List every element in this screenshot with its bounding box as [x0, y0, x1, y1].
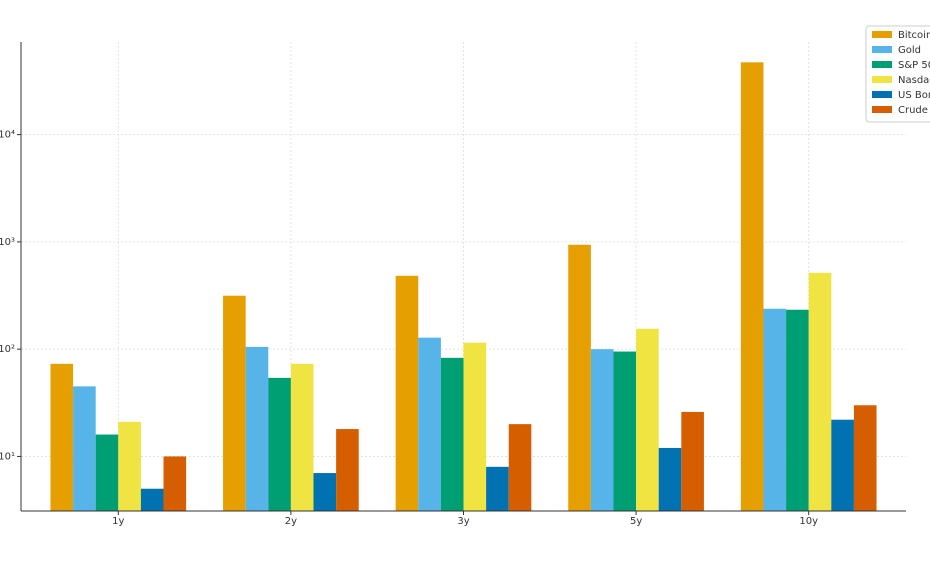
bar: [508, 424, 532, 511]
bar: [808, 272, 832, 511]
bar: [336, 429, 359, 511]
legend-swatch: [872, 76, 892, 83]
y-tick-label: 10³: [0, 237, 15, 248]
x-tick-label: 1y: [112, 516, 124, 527]
legend-label: S&P 500: [898, 60, 930, 71]
legend-label: US Bonds: [898, 90, 930, 101]
y-tick-label: 10¹: [0, 451, 15, 462]
bar: [268, 377, 291, 511]
bar: [636, 328, 659, 511]
legend-swatch: [872, 91, 892, 98]
bar: [223, 295, 246, 511]
legend-swatch: [872, 31, 892, 38]
bar: [853, 405, 877, 511]
bar: [290, 363, 314, 511]
bar: [395, 275, 419, 511]
x-tick-label: 2y: [285, 516, 297, 527]
legend-label: Crude Oil: [898, 105, 930, 116]
bar: [590, 349, 614, 511]
bar: [95, 434, 119, 511]
bar: [613, 351, 637, 511]
legend-label: Nasdaq: [898, 75, 930, 86]
bar: [140, 488, 164, 511]
bar: [163, 456, 187, 511]
bar: [658, 447, 682, 511]
bar: [418, 337, 441, 511]
bar: [486, 466, 509, 511]
bar: [463, 342, 487, 511]
bar: [568, 244, 591, 511]
legend-label: Bitcoin: [898, 30, 930, 41]
x-tick-label: 5y: [630, 516, 642, 527]
bar: [440, 357, 464, 511]
bar: [118, 421, 141, 511]
legend-label: Gold: [898, 45, 921, 56]
bar: [73, 386, 96, 511]
y-tick-label: 10⁴: [0, 130, 15, 141]
bar: [740, 62, 764, 512]
legend-swatch: [872, 106, 892, 113]
bar: [313, 473, 337, 511]
bar: [831, 419, 854, 511]
x-tick-label: 3y: [457, 516, 469, 527]
bar: [681, 411, 704, 511]
bar: [245, 346, 269, 511]
bar: [786, 309, 809, 511]
bar: [763, 308, 787, 511]
legend-swatch: [872, 61, 892, 68]
bar: [50, 363, 74, 511]
y-tick-label: 10²: [0, 344, 15, 355]
legend-swatch: [872, 46, 892, 53]
x-tick-label: 10y: [799, 516, 818, 527]
